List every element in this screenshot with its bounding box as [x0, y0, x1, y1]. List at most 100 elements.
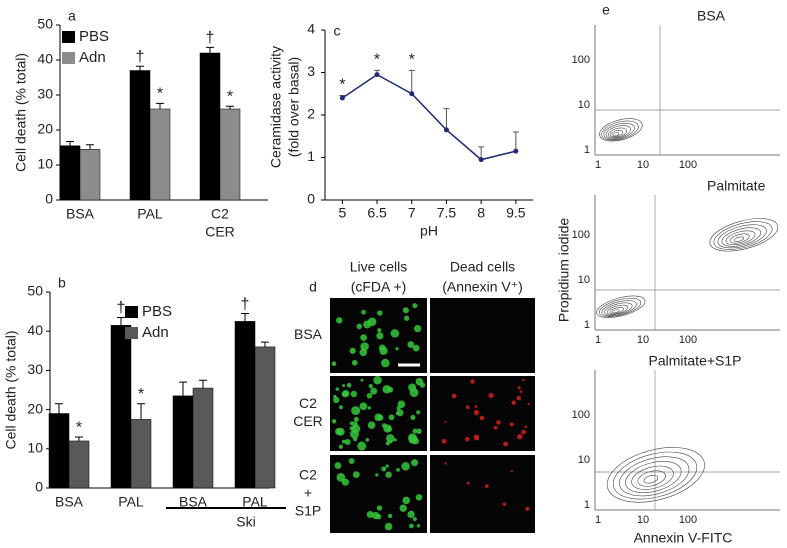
x-tick-label: 100 — [679, 514, 697, 526]
micrograph — [430, 298, 535, 373]
cell — [382, 384, 392, 394]
panel-label: b — [58, 275, 66, 291]
bar — [199, 52, 221, 201]
x-tick-label: PAL — [118, 494, 144, 510]
x-tick-label: 1 — [595, 334, 601, 346]
cell — [493, 425, 498, 430]
cell — [371, 511, 380, 520]
x-tick-label: 9.5 — [506, 205, 526, 221]
y-tick-label: 30 — [27, 361, 43, 377]
cell — [524, 425, 528, 429]
cell — [373, 375, 382, 385]
error-bar — [179, 381, 187, 396]
cell — [521, 429, 527, 435]
data-line — [341, 73, 517, 161]
y-tick-label: 0 — [35, 479, 43, 495]
row-label: BSA — [294, 326, 323, 342]
bar — [48, 413, 70, 489]
cell — [527, 402, 530, 406]
error-bar — [241, 313, 249, 322]
error-bar — [136, 65, 144, 71]
y-tick-label: 1 — [584, 319, 590, 331]
cell — [410, 414, 416, 420]
cell — [510, 469, 513, 473]
cell — [367, 421, 376, 429]
legend-label: Adn — [79, 49, 106, 66]
cell — [488, 392, 494, 399]
y-tick-label: 4 — [307, 21, 315, 37]
significance-marker: † — [241, 296, 250, 313]
cell — [416, 524, 421, 528]
bar — [149, 108, 171, 201]
y-tick-label: 0 — [45, 191, 53, 207]
cell — [517, 433, 523, 440]
error-bar — [408, 69, 415, 94]
bar — [110, 325, 132, 489]
micrograph — [330, 455, 427, 533]
contour-line — [637, 470, 666, 487]
error-bar — [206, 46, 214, 53]
cell — [356, 323, 363, 330]
micrograph — [430, 376, 535, 451]
cell — [336, 473, 346, 482]
cell — [331, 419, 337, 424]
y-tick-label: 3 — [307, 63, 315, 79]
data-point — [374, 72, 380, 78]
x-tick-label: CER — [205, 224, 235, 240]
cell — [395, 411, 400, 415]
row-label: S1P — [295, 503, 321, 519]
y-tick-label: 100 — [572, 409, 590, 421]
cell — [334, 462, 342, 469]
cell — [412, 428, 418, 434]
cell — [402, 496, 411, 505]
bar — [68, 440, 90, 489]
y-tick-label: 30 — [37, 86, 53, 102]
y-tick-label: 1 — [307, 148, 315, 164]
cell — [350, 429, 359, 439]
row-label: CER — [293, 413, 323, 429]
significance-marker: * — [157, 86, 163, 103]
panel-title: BSA — [697, 8, 726, 24]
cell — [346, 382, 352, 388]
x-axis-label: Annexin V-FITC — [634, 530, 733, 546]
cell — [366, 393, 373, 399]
error-bar — [512, 131, 519, 152]
significance-marker: * — [227, 88, 233, 105]
cell — [396, 467, 400, 472]
cell — [359, 402, 368, 411]
cell — [451, 393, 457, 399]
x-tick-label: BSA — [179, 494, 208, 510]
contour-line — [643, 475, 659, 484]
cell — [377, 328, 382, 333]
cell — [496, 420, 501, 425]
cell — [412, 517, 417, 522]
contour-line — [709, 218, 779, 252]
contour-line — [596, 295, 646, 318]
bar — [59, 145, 81, 201]
micrograph — [430, 455, 535, 533]
cell — [370, 387, 378, 395]
significance-marker: † — [117, 300, 126, 317]
cell — [377, 310, 383, 316]
x-axis-label: pH — [420, 223, 438, 239]
x-tick-label: 6.5 — [367, 205, 387, 221]
cell — [479, 415, 485, 421]
cell — [349, 347, 356, 354]
column-header: (cFDA +) — [351, 279, 407, 295]
cell — [517, 386, 521, 390]
y-tick-label: 2 — [307, 106, 315, 122]
cell — [470, 379, 475, 384]
x-tick-label: 10 — [637, 514, 649, 526]
panel-label: a — [68, 8, 76, 24]
y-axis-label: Propidium iodide — [556, 218, 572, 322]
y-axis-label: Ceramidase activity — [268, 46, 284, 168]
cell — [419, 382, 426, 388]
x-tick-label: 10 — [637, 334, 649, 346]
x-tick-label: 1 — [595, 159, 601, 171]
significance-marker: * — [374, 52, 380, 69]
x-tick-label: 100 — [679, 334, 697, 346]
y-tick-label: 100 — [572, 54, 590, 66]
cell — [379, 346, 388, 355]
cell — [474, 405, 478, 408]
